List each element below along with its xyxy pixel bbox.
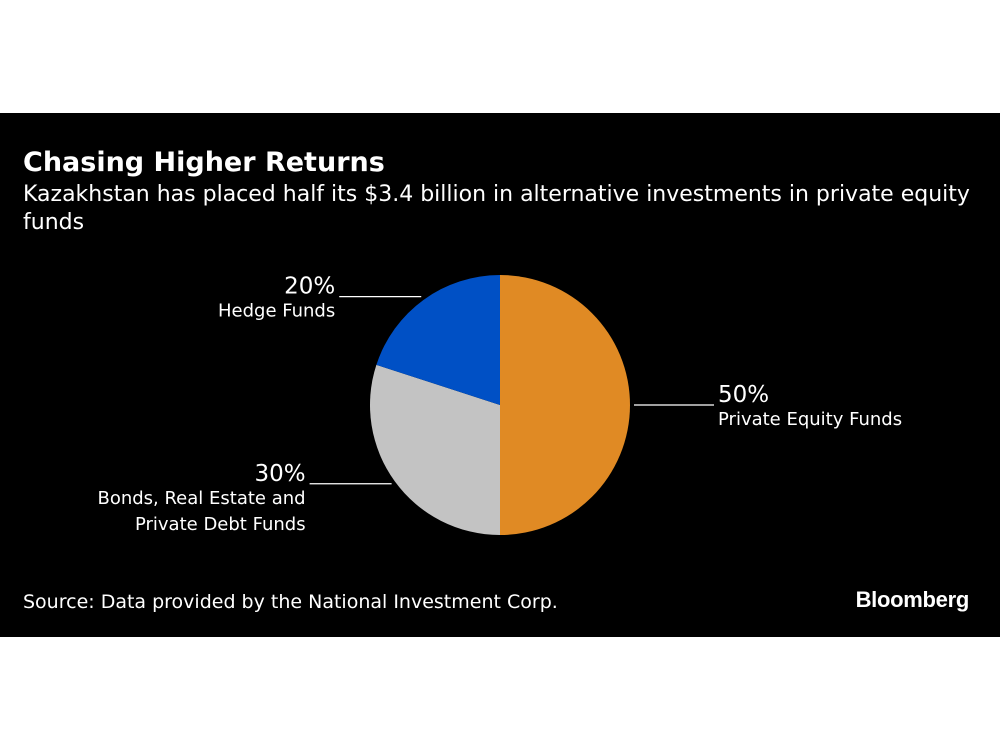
value-label-hedge-funds: 20% — [284, 274, 335, 300]
category-label-bonds-real-estate-and-private-debt-funds: Bonds, Real Estate and — [97, 488, 305, 509]
category-label-private-equity-funds: Private Equity Funds — [718, 409, 902, 430]
bloomberg-logo: Bloomberg — [855, 587, 970, 612]
pie-slice-bonds-real-estate-and-private-debt-funds — [370, 364, 500, 535]
value-label-private-equity-funds: 50% — [718, 382, 769, 408]
pie-chart: 50%Private Equity Funds 30%Bonds, Real Es… — [97, 274, 902, 535]
value-label-bonds-real-estate-and-private-debt-funds: 30% — [254, 461, 305, 487]
chart-panel: Chasing Higher Returns Kazakhstan has pl… — [0, 113, 1000, 637]
pie-slices — [370, 275, 630, 535]
chart-subtitle: Kazakhstan has placed half its $3.4 bill… — [23, 182, 970, 235]
source-note: Source: Data provided by the National In… — [23, 591, 558, 613]
pie-labels: 50%Private Equity Funds 30%Bonds, Real Es… — [97, 274, 902, 535]
chart-title: Chasing Higher Returns — [23, 147, 385, 178]
category-label-hedge-funds: Hedge Funds — [218, 301, 335, 322]
category-label-bonds-real-estate-and-private-debt-funds: Private Debt Funds — [135, 514, 306, 535]
pie-slice-private-equity-funds — [500, 275, 630, 535]
pie-slice-hedge-funds — [376, 275, 500, 405]
